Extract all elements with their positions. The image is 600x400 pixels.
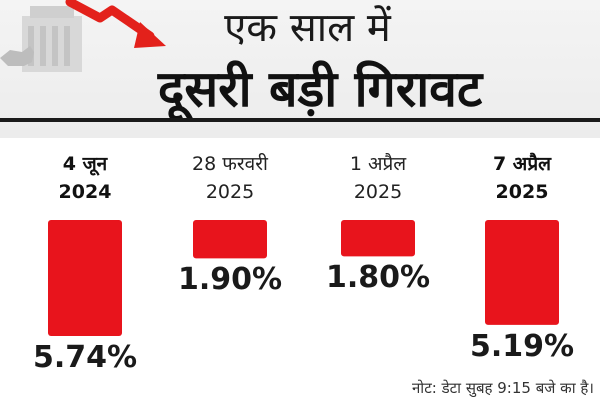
- category-year: 2025: [353, 181, 403, 203]
- category-date: 4 जून: [62, 153, 108, 175]
- headline-line-2: दूसरी बड़ी गिरावट: [157, 60, 483, 118]
- category-year: 2024: [58, 181, 112, 203]
- category-date: 1 अप्रैल: [349, 153, 407, 175]
- category-date: 28 फरवरी: [192, 153, 268, 175]
- value-label-2: 1.90%: [177, 262, 283, 298]
- bar-3: [341, 220, 415, 257]
- footnote: नोट: डेटा सुबह 9:15 बजे का है।: [411, 379, 594, 397]
- stock-market-decline-icon: [0, 0, 166, 72]
- category-year: 2025: [205, 181, 255, 203]
- header-background: [0, 0, 600, 138]
- value-label-1: 5.74%: [32, 339, 138, 375]
- bar-2: [193, 220, 267, 259]
- category-label-4: 7 अप्रैल 2025: [452, 150, 592, 206]
- category-label-1: 4 जून 2024: [15, 150, 155, 206]
- category-year: 2025: [495, 181, 549, 203]
- category-date: 7 अप्रैल: [492, 153, 552, 175]
- category-label-3: 1 अप्रैल 2025: [308, 150, 448, 206]
- headline-line-1: एक साल में: [224, 5, 391, 51]
- bar-1: [48, 220, 122, 336]
- value-label-3: 1.80%: [325, 260, 431, 296]
- category-label-2: 28 फरवरी 2025: [160, 150, 300, 206]
- headline-underline: [0, 118, 600, 122]
- bar-4: [485, 220, 559, 325]
- value-label-4: 5.19%: [469, 328, 575, 364]
